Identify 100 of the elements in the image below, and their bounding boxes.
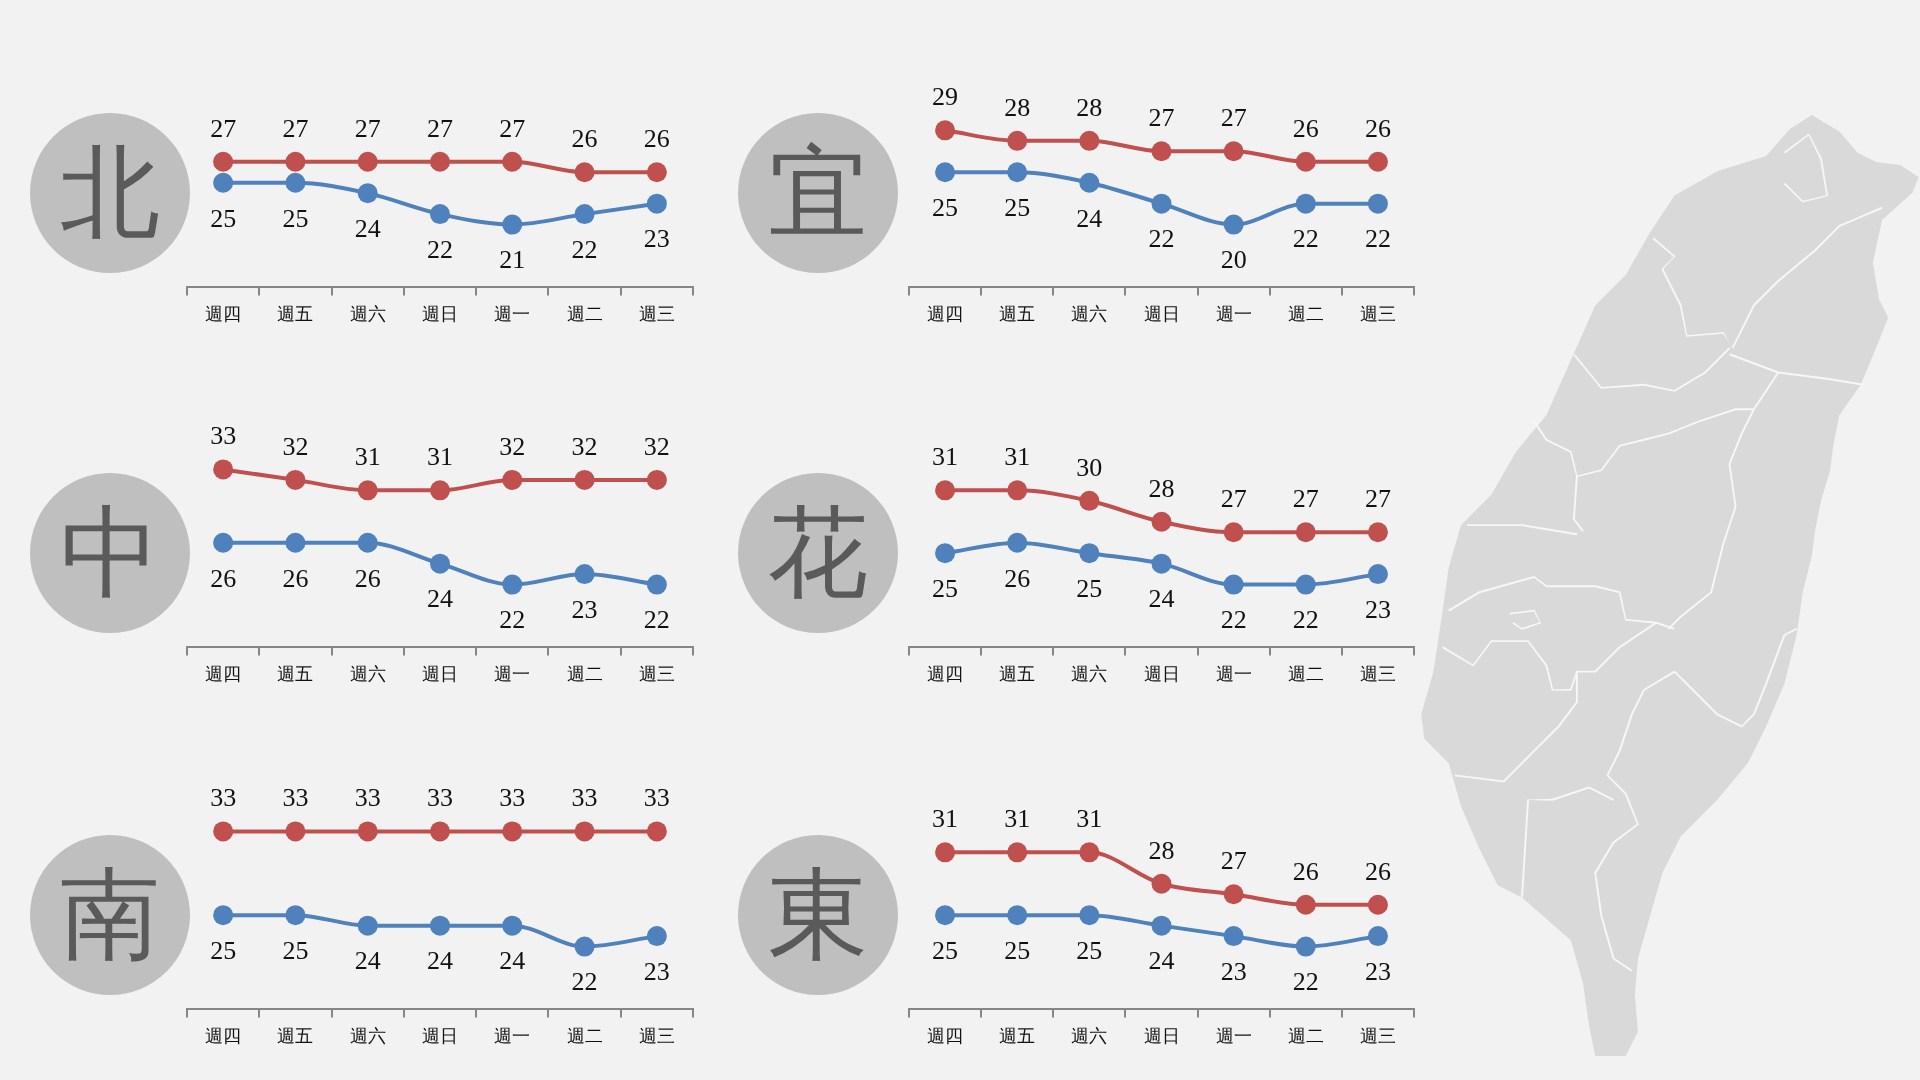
point <box>935 842 956 863</box>
point <box>1151 873 1172 894</box>
point <box>646 574 667 595</box>
x-tick-label: 週三 <box>638 1025 675 1046</box>
data-label: 27 <box>1220 103 1247 133</box>
x-tick-label: 週五 <box>999 303 1036 324</box>
point <box>285 821 306 842</box>
data-label: 31 <box>1076 804 1103 834</box>
x-tick-label: 週日 <box>422 1025 458 1046</box>
x-tick-label: 週日 <box>1143 1025 1180 1046</box>
data-label: 33 <box>210 421 237 451</box>
x-tick-label: 週二 <box>1287 1025 1324 1046</box>
x-tick-label: 週四 <box>927 663 964 684</box>
point <box>1223 141 1244 162</box>
point <box>213 151 234 172</box>
point <box>1007 162 1028 183</box>
data-label: 33 <box>210 783 237 813</box>
data-label: 22 <box>571 967 598 997</box>
point <box>285 151 306 172</box>
data-label: 31 <box>1004 442 1031 472</box>
data-label: 27 <box>1148 103 1175 133</box>
circle-badge: 中 <box>30 473 190 633</box>
x-tick-label: 週五 <box>999 663 1036 684</box>
x-tick-label: 週四 <box>205 663 242 684</box>
data-label: 25 <box>1076 936 1103 965</box>
data-label: 31 <box>354 442 381 472</box>
point <box>935 543 956 564</box>
point <box>1151 915 1172 936</box>
data-label: 25 <box>1004 193 1031 223</box>
point <box>1079 490 1100 511</box>
data-label: 22 <box>1364 224 1391 254</box>
data-label: 24 <box>1076 203 1103 233</box>
x-tick-label: 週三 <box>1359 663 1396 684</box>
x-tick-label: 週五 <box>277 303 314 324</box>
x-tick-label: 週六 <box>349 663 386 684</box>
point <box>1367 151 1388 172</box>
point <box>935 480 956 501</box>
point <box>1223 884 1244 905</box>
chart-title: 花 <box>768 494 868 611</box>
data-label: 22 <box>1292 224 1319 254</box>
data-label: 29 <box>932 82 959 112</box>
data-label: 23 <box>1364 594 1391 624</box>
point <box>430 821 450 842</box>
data-label: 25 <box>210 203 237 233</box>
point <box>646 469 667 490</box>
data-label: 31 <box>427 442 453 472</box>
data-label: 26 <box>210 563 237 593</box>
x-tick-label: 週六 <box>1071 303 1108 324</box>
chart-title: 宜 <box>768 134 868 251</box>
point <box>1007 130 1028 151</box>
data-label: 26 <box>1292 113 1319 143</box>
data-label: 28 <box>1076 92 1103 122</box>
data-label: 31 <box>1004 804 1031 834</box>
point <box>357 532 378 553</box>
point <box>1223 574 1244 595</box>
data-label: 27 <box>354 113 381 143</box>
data-label: 31 <box>932 442 959 472</box>
point <box>430 151 450 172</box>
point <box>1151 553 1172 574</box>
point <box>502 214 523 235</box>
point <box>1367 926 1388 947</box>
data-label: 25 <box>210 936 237 965</box>
x-tick-label: 週六 <box>1071 1025 1108 1046</box>
x-tick-label: 週二 <box>566 663 603 684</box>
data-label: 22 <box>571 234 598 264</box>
data-label: 24 <box>354 946 381 976</box>
point <box>213 821 234 842</box>
data-label: 27 <box>1364 484 1391 514</box>
data-label: 32 <box>282 431 309 461</box>
data-label: 27 <box>1220 846 1247 876</box>
data-label: 23 <box>1220 956 1247 986</box>
x-tick-label: 週六 <box>1071 663 1108 684</box>
data-label: 25 <box>932 193 959 223</box>
chart-title: 北 <box>60 134 160 251</box>
data-label: 27 <box>1220 484 1247 514</box>
data-label: 33 <box>282 783 309 813</box>
circle-badge: 北 <box>30 113 190 273</box>
point <box>574 564 595 585</box>
point <box>646 926 667 947</box>
point <box>1079 905 1100 926</box>
data-label: 24 <box>427 946 453 976</box>
point <box>1295 894 1316 915</box>
x-tick-label: 週二 <box>566 303 603 324</box>
data-label: 26 <box>571 124 598 154</box>
point <box>646 821 667 842</box>
data-label: 22 <box>1292 605 1319 635</box>
point <box>1223 926 1244 947</box>
data-label: 32 <box>643 431 670 461</box>
x-tick-label: 週一 <box>1215 663 1252 684</box>
point <box>357 183 378 204</box>
x-tick-label: 週一 <box>494 663 531 684</box>
point <box>574 936 595 957</box>
x-tick-label: 週六 <box>349 1025 386 1046</box>
x-tick-label: 週四 <box>205 1025 242 1046</box>
x-tick-label: 週六 <box>349 303 386 324</box>
x-tick-label: 週三 <box>1359 303 1396 324</box>
data-label: 26 <box>643 124 670 154</box>
x-tick-label: 週四 <box>927 1025 964 1046</box>
data-label: 25 <box>1076 574 1103 603</box>
data-label: 26 <box>1364 113 1391 143</box>
